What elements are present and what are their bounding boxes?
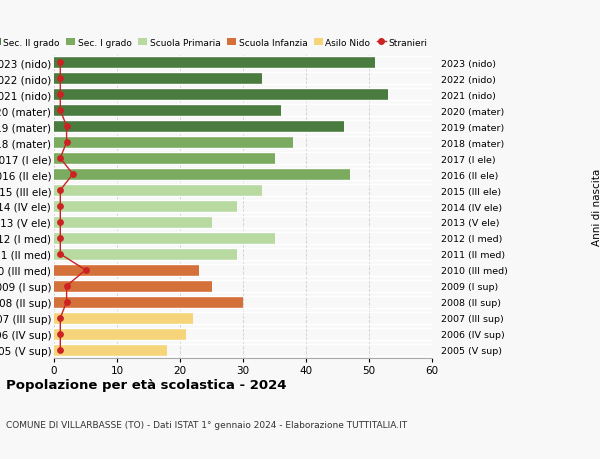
Point bbox=[62, 283, 71, 290]
Point bbox=[80, 267, 91, 274]
Bar bbox=[54, 89, 388, 101]
Bar bbox=[54, 105, 281, 117]
Bar bbox=[54, 264, 199, 276]
Bar bbox=[54, 280, 212, 292]
Bar bbox=[54, 232, 275, 244]
Legend: Sec. II grado, Sec. I grado, Scuola Primaria, Scuola Infanzia, Asilo Nido, Stran: Sec. II grado, Sec. I grado, Scuola Prim… bbox=[0, 39, 427, 48]
Point bbox=[55, 219, 65, 226]
Point bbox=[55, 330, 65, 338]
Point bbox=[68, 171, 78, 179]
Point bbox=[55, 75, 65, 83]
Point bbox=[55, 251, 65, 258]
Point bbox=[55, 155, 65, 162]
Point bbox=[55, 235, 65, 242]
Bar bbox=[54, 57, 376, 69]
Point bbox=[62, 123, 71, 130]
Point bbox=[55, 107, 65, 115]
Bar bbox=[54, 217, 212, 229]
Bar bbox=[54, 201, 236, 213]
Bar bbox=[54, 312, 193, 324]
Text: COMUNE DI VILLARBASSE (TO) - Dati ISTAT 1° gennaio 2024 - Elaborazione TUTTITALI: COMUNE DI VILLARBASSE (TO) - Dati ISTAT … bbox=[6, 420, 407, 429]
Bar bbox=[54, 344, 167, 356]
Point bbox=[55, 59, 65, 67]
Bar bbox=[54, 248, 236, 260]
Point bbox=[55, 347, 65, 354]
Text: Popolazione per età scolastica - 2024: Popolazione per età scolastica - 2024 bbox=[6, 379, 287, 392]
Bar bbox=[54, 137, 293, 149]
Bar bbox=[54, 169, 350, 181]
Point bbox=[62, 139, 71, 146]
Bar bbox=[54, 328, 186, 340]
Bar bbox=[54, 121, 344, 133]
Point bbox=[62, 298, 71, 306]
Point bbox=[55, 314, 65, 322]
Text: Anni di nascita: Anni di nascita bbox=[592, 168, 600, 245]
Bar bbox=[54, 296, 243, 308]
Bar bbox=[54, 153, 275, 165]
Bar bbox=[54, 185, 262, 196]
Point bbox=[55, 91, 65, 99]
Point bbox=[55, 187, 65, 194]
Point bbox=[55, 203, 65, 210]
Bar bbox=[54, 73, 262, 85]
